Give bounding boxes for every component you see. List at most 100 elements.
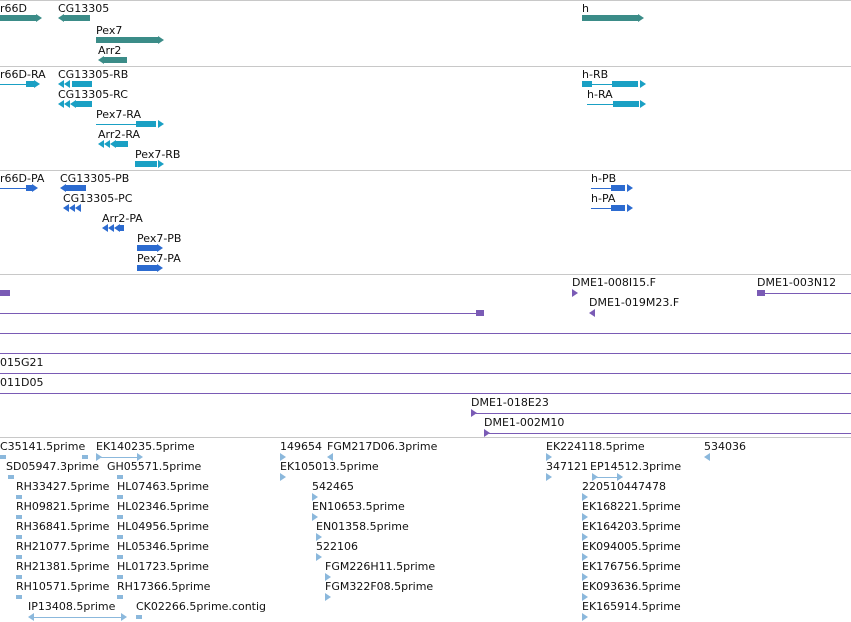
ests-label[interactable]: HL01723.5prime: [117, 560, 209, 573]
arrow-left-icon: [60, 184, 66, 192]
ests-label[interactable]: EK165914.5prime: [582, 600, 681, 613]
ests-label[interactable]: EN10653.5prime: [312, 500, 405, 513]
ests-label[interactable]: EN01358.5prime: [316, 520, 409, 533]
ests-feature-block: [8, 475, 14, 479]
clones-label[interactable]: DME1-018E23: [471, 396, 549, 409]
ests-feature-block: [16, 495, 22, 499]
proteins-feature-block: [66, 185, 86, 191]
arrow-right-icon: [546, 473, 552, 481]
clones-label[interactable]: 011D05: [0, 376, 44, 389]
clones-label[interactable]: DME1-003N12: [757, 276, 837, 289]
clones-label[interactable]: DME1-019M23.F: [589, 296, 680, 309]
genes-label[interactable]: CG13305: [58, 2, 110, 15]
proteins-label[interactable]: Arr2-PA: [102, 212, 143, 225]
ests-label[interactable]: RH33427.5prime: [16, 480, 110, 493]
ests-label[interactable]: EK176756.5prime: [582, 560, 681, 573]
transcripts-feature-line: [0, 84, 28, 85]
clones-feature-block: [476, 310, 484, 316]
proteins-label[interactable]: Pex7-PB: [137, 232, 182, 245]
arrow-right-icon: [640, 100, 646, 108]
transcripts-label[interactable]: Arr2-RA: [98, 128, 141, 141]
clones-feature-line: [0, 313, 476, 314]
clones-label[interactable]: DME1-008I15.F: [572, 276, 656, 289]
ests-label[interactable]: RH17366.5prime: [117, 580, 211, 593]
transcripts-label[interactable]: CG13305-RB: [58, 68, 129, 81]
ests-label[interactable]: C35141.5prime: [0, 440, 86, 453]
ests-label[interactable]: RH21077.5prime: [16, 540, 110, 553]
ests-label[interactable]: 149654: [280, 440, 322, 453]
ests-label[interactable]: HL07463.5prime: [117, 480, 209, 493]
ests-label[interactable]: EK094005.5prime: [582, 540, 681, 553]
clones-label[interactable]: 015G21: [0, 356, 44, 369]
ests-label[interactable]: 347121: [546, 460, 588, 473]
ests-feature-block: [117, 515, 123, 519]
ests-label[interactable]: 534036: [704, 440, 746, 453]
transcripts-label[interactable]: CG13305-RC: [58, 88, 128, 101]
proteins-label[interactable]: CG13305-PB: [60, 172, 130, 185]
arrow-left-icon: [69, 204, 75, 212]
ests-label[interactable]: EK093636.5prime: [582, 580, 681, 593]
ests-label[interactable]: EP14512.3prime: [590, 460, 682, 473]
ests-label[interactable]: HL05346.5prime: [117, 540, 209, 553]
clones-feature-line: [0, 393, 851, 394]
arrow-right-icon: [640, 80, 646, 88]
ests-label[interactable]: EK224118.5prime: [546, 440, 645, 453]
transcripts-label[interactable]: h-RA: [587, 88, 613, 101]
transcripts-feature-block: [72, 81, 92, 87]
arrow-right-icon: [572, 289, 578, 297]
ests-label[interactable]: 522106: [316, 540, 358, 553]
arrow-left-icon: [98, 140, 104, 148]
ests-label[interactable]: EK105013.5prime: [280, 460, 379, 473]
ests-label[interactable]: RH10571.5prime: [16, 580, 110, 593]
ests-label[interactable]: 220510447478: [582, 480, 666, 493]
ests-label[interactable]: RH36841.5prime: [16, 520, 110, 533]
ests-label[interactable]: RH21381.5prime: [16, 560, 110, 573]
transcripts-label[interactable]: Pex7-RA: [96, 108, 142, 121]
arrow-left-icon: [102, 224, 108, 232]
arrow-right-icon: [280, 453, 286, 461]
proteins-label[interactable]: Pex7-PA: [137, 252, 181, 265]
proteins-label[interactable]: r66D-PA: [0, 172, 45, 185]
genes-label[interactable]: h: [582, 2, 589, 15]
proteins-label[interactable]: CG13305-PC: [63, 192, 133, 205]
ests-label[interactable]: FGM217D06.3prime: [327, 440, 438, 453]
arrow-left-icon: [704, 453, 710, 461]
arrow-left-icon: [75, 204, 81, 212]
transcripts-feature-line: [592, 84, 612, 85]
ests-feature-block: [117, 475, 123, 479]
transcripts-feature-block: [136, 121, 156, 127]
arrow-right-icon: [312, 493, 318, 501]
ests-label[interactable]: EK140235.5prime: [96, 440, 195, 453]
arrow-left-icon: [58, 14, 64, 22]
transcripts-label[interactable]: r66D-RA: [0, 68, 46, 81]
arrow-left-icon: [104, 140, 110, 148]
arrow-right-icon: [325, 573, 331, 581]
ests-label[interactable]: EK164203.5prime: [582, 520, 681, 533]
ests-feature-block: [117, 595, 123, 599]
ests-label[interactable]: GH05571.5prime: [107, 460, 202, 473]
ests-label[interactable]: HL04956.5prime: [117, 520, 209, 533]
proteins-label[interactable]: h-PA: [591, 192, 616, 205]
genes-label[interactable]: r66D: [0, 2, 27, 15]
arrow-right-icon: [638, 14, 644, 22]
ests-label[interactable]: IP13408.5prime: [28, 600, 116, 613]
arrow-right-icon: [582, 553, 588, 561]
ests-label[interactable]: 542465: [312, 480, 354, 493]
clones-label[interactable]: DME1-002M10: [484, 416, 565, 429]
transcripts-label[interactable]: h-RB: [582, 68, 609, 81]
ests-label[interactable]: SD05947.3prime: [6, 460, 99, 473]
genes-label[interactable]: Pex7: [96, 24, 123, 37]
ests-label[interactable]: RH09821.5prime: [16, 500, 110, 513]
ests-label[interactable]: CK02266.5prime.contig: [136, 600, 267, 613]
proteins-label[interactable]: h-PB: [591, 172, 617, 185]
arrow-left-icon: [70, 100, 76, 108]
ests-label[interactable]: FGM322F08.5prime: [325, 580, 434, 593]
genes-label[interactable]: Arr2: [98, 44, 122, 57]
ests-label[interactable]: FGM226H11.5prime: [325, 560, 436, 573]
transcripts-feature-block: [76, 101, 92, 107]
transcripts-label[interactable]: Pex7-RB: [135, 148, 181, 161]
ests-label[interactable]: EK168221.5prime: [582, 500, 681, 513]
ests-feature-block: [82, 455, 88, 459]
ests-label[interactable]: HL02346.5prime: [117, 500, 209, 513]
clones-feature-line: [489, 433, 851, 434]
